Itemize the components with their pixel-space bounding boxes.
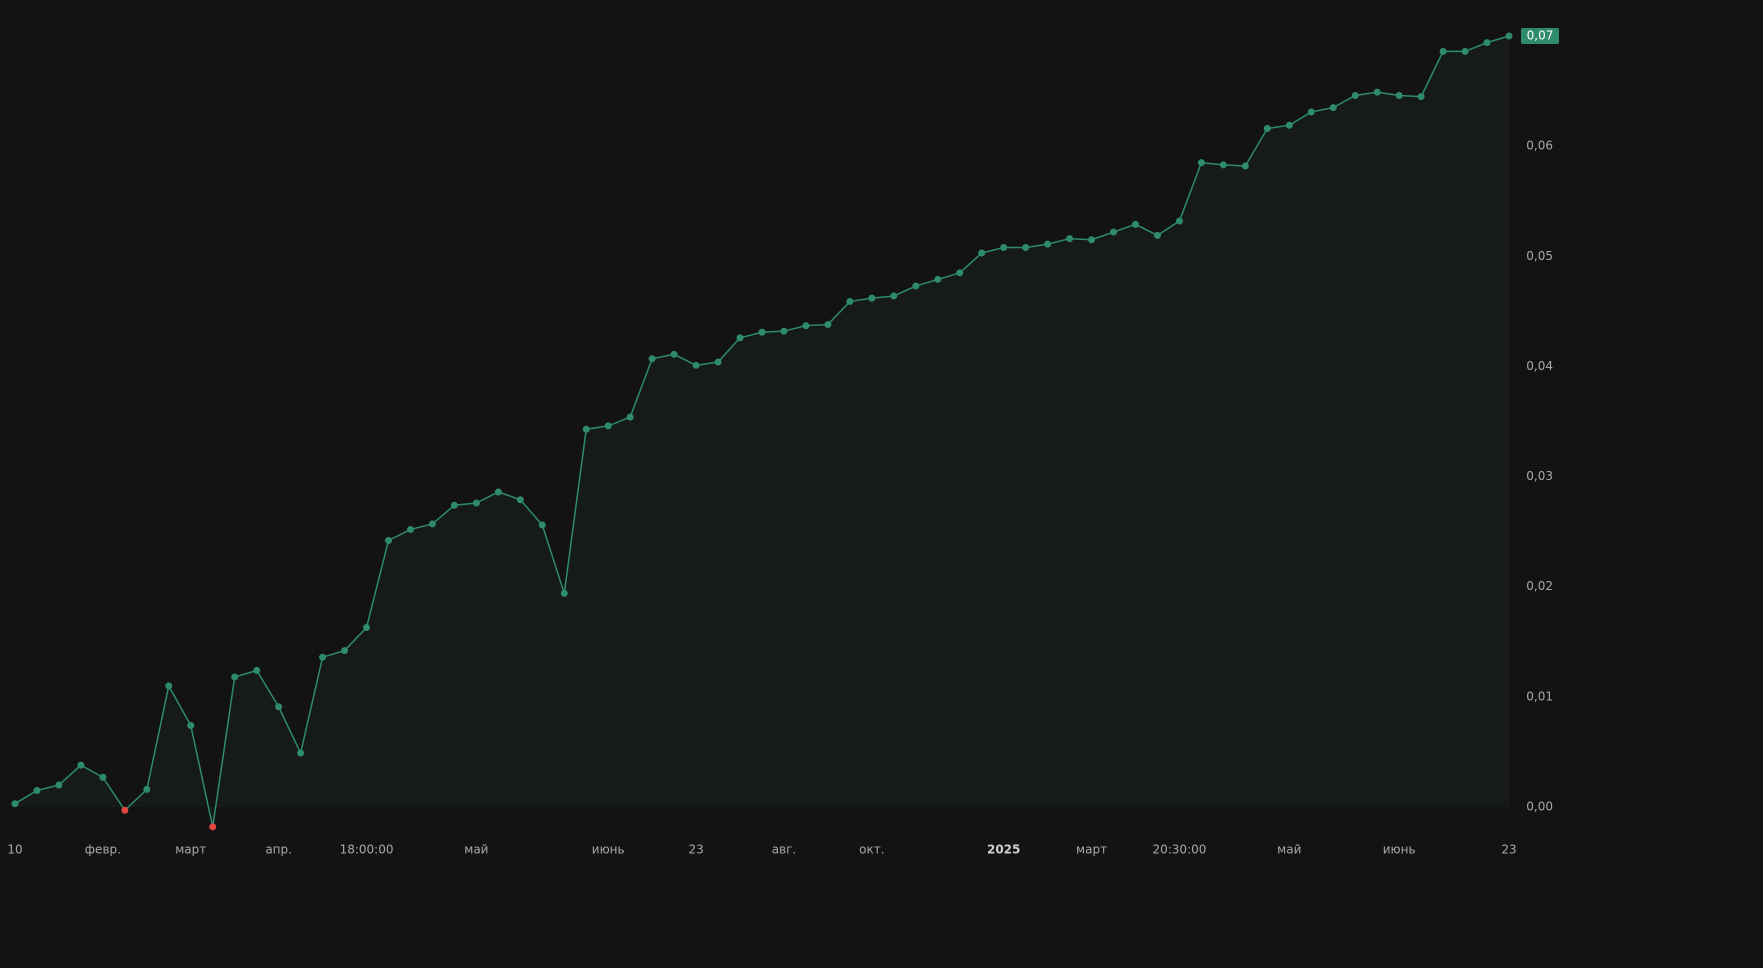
point bbox=[538, 521, 546, 529]
point bbox=[736, 334, 744, 342]
point bbox=[1417, 93, 1425, 101]
point bbox=[978, 249, 986, 257]
point bbox=[1285, 121, 1293, 129]
y-tick-label: 0,04 bbox=[1526, 359, 1553, 373]
point bbox=[363, 623, 371, 631]
point bbox=[1307, 108, 1315, 116]
point bbox=[1219, 161, 1227, 169]
point bbox=[1000, 243, 1008, 251]
point bbox=[1373, 88, 1381, 96]
point bbox=[1066, 235, 1074, 243]
point bbox=[253, 666, 261, 674]
point bbox=[1088, 236, 1096, 244]
point bbox=[1022, 243, 1030, 251]
point bbox=[1132, 220, 1139, 228]
point bbox=[1483, 39, 1491, 47]
y-tick-label: 0,06 bbox=[1526, 139, 1553, 153]
point bbox=[406, 525, 414, 533]
point bbox=[143, 785, 151, 793]
point bbox=[11, 800, 19, 808]
x-tick-label: 23 bbox=[1501, 843, 1516, 857]
point bbox=[626, 413, 634, 421]
last-value-label: 0,07 bbox=[1527, 29, 1554, 43]
x-tick-label: окт. bbox=[859, 843, 884, 857]
point bbox=[472, 499, 480, 507]
x-tick-label: 18:00:00 bbox=[340, 843, 394, 857]
point bbox=[165, 682, 173, 690]
point bbox=[1461, 47, 1469, 55]
point bbox=[956, 269, 964, 277]
x-tick-label: авг. bbox=[772, 843, 797, 857]
point bbox=[648, 355, 656, 363]
point bbox=[1263, 125, 1271, 133]
point bbox=[1439, 47, 1447, 55]
y-tick-label: 0,03 bbox=[1526, 469, 1553, 483]
point bbox=[209, 823, 217, 831]
point bbox=[1241, 162, 1249, 170]
point bbox=[934, 275, 942, 283]
point bbox=[912, 282, 920, 290]
point bbox=[1175, 217, 1183, 225]
x-tick-label: апр. bbox=[265, 843, 292, 857]
x-tick-label: июнь bbox=[592, 843, 625, 857]
area bbox=[15, 36, 1509, 827]
point bbox=[450, 501, 458, 509]
y-tick-label: 0,00 bbox=[1526, 800, 1553, 814]
x-tick-label: март bbox=[1076, 843, 1107, 857]
x-tick-label: май bbox=[1277, 843, 1301, 857]
x-tick-label: 2025 bbox=[987, 843, 1020, 857]
point bbox=[99, 773, 107, 781]
x-tick-label: март bbox=[175, 843, 206, 857]
point bbox=[560, 589, 568, 597]
point bbox=[341, 647, 349, 655]
point bbox=[55, 781, 63, 789]
point bbox=[1329, 104, 1337, 112]
point bbox=[846, 297, 854, 305]
point bbox=[516, 496, 524, 504]
point bbox=[824, 321, 832, 329]
point bbox=[1505, 32, 1513, 40]
x-tick-label: 20:30:00 bbox=[1152, 843, 1206, 857]
point bbox=[1110, 228, 1118, 236]
point bbox=[714, 358, 722, 366]
x-tick-label: июнь bbox=[1383, 843, 1416, 857]
last-value-badge bbox=[1521, 28, 1559, 44]
point bbox=[604, 422, 612, 430]
y-tick-label: 0,05 bbox=[1526, 249, 1553, 263]
point bbox=[692, 361, 700, 369]
point bbox=[802, 322, 810, 330]
point bbox=[670, 350, 678, 358]
point bbox=[494, 488, 502, 496]
point bbox=[1395, 91, 1403, 99]
point bbox=[385, 536, 392, 544]
point bbox=[77, 761, 85, 769]
point bbox=[231, 673, 239, 681]
point bbox=[187, 721, 195, 729]
point bbox=[1351, 91, 1359, 99]
x-tick-label: 10 bbox=[7, 843, 22, 857]
point bbox=[33, 786, 41, 794]
point bbox=[428, 520, 436, 528]
point bbox=[297, 749, 305, 757]
point bbox=[890, 292, 898, 300]
point bbox=[780, 327, 788, 335]
x-tick-label: май bbox=[464, 843, 488, 857]
point bbox=[1044, 240, 1052, 248]
point bbox=[121, 806, 129, 814]
point bbox=[868, 294, 876, 302]
point bbox=[582, 425, 590, 433]
y-tick-label: 0,02 bbox=[1526, 579, 1553, 593]
point bbox=[1197, 159, 1205, 167]
point bbox=[1153, 231, 1161, 239]
point bbox=[275, 703, 283, 711]
point bbox=[319, 653, 327, 661]
point bbox=[758, 328, 766, 336]
x-tick-label: 23 bbox=[688, 843, 703, 857]
x-tick-label: февр. bbox=[85, 843, 121, 857]
y-tick-label: 0,01 bbox=[1526, 689, 1553, 703]
